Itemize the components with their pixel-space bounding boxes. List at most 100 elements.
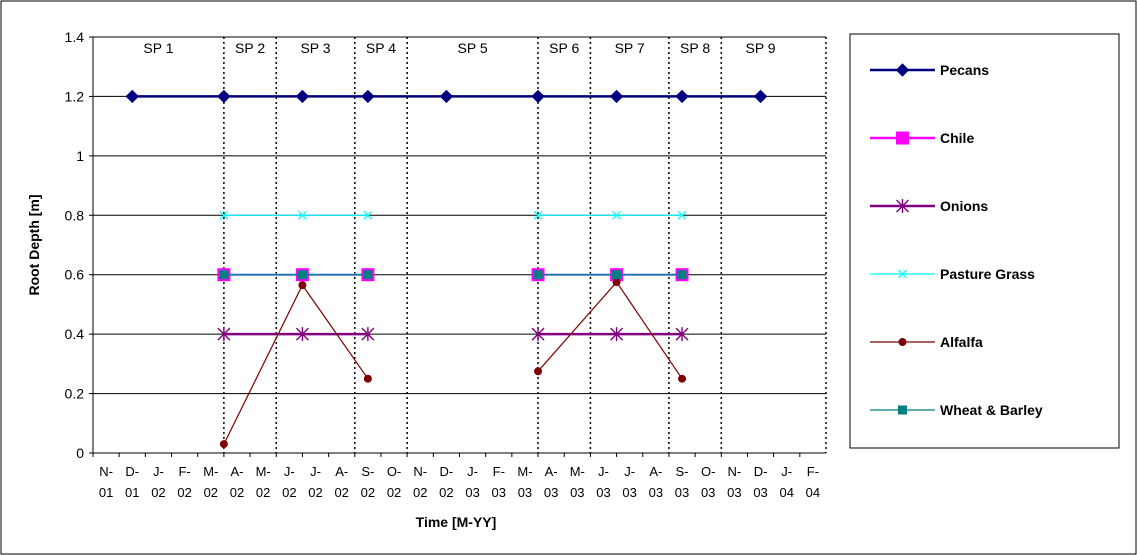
- series-alfalfa-point: [219, 440, 228, 449]
- x-tick-label: 03: [492, 485, 506, 500]
- x-tick-label: A-: [545, 464, 558, 479]
- x-tick-label: 03: [753, 485, 767, 500]
- x-tick-label: J-: [598, 464, 609, 479]
- x-tick-label: J-: [467, 464, 478, 479]
- series-alfalfa-point: [363, 374, 372, 383]
- x-tick-label: 02: [204, 485, 218, 500]
- x-tick-label: J-: [310, 464, 321, 479]
- series-pasture-grass-point-shape: [297, 210, 307, 220]
- y-tick-label: 0.8: [65, 207, 85, 223]
- x-tick-label: 03: [675, 485, 689, 500]
- series-alfalfa-point: [612, 278, 621, 287]
- x-tick-label: M-: [256, 464, 271, 479]
- stress-period-label: SP 5: [458, 40, 488, 56]
- series-pasture-grass-point: [219, 210, 229, 220]
- stress-period-label: SP 8: [680, 40, 710, 56]
- legend-item-onions-label: Onions: [940, 198, 988, 214]
- x-tick-label: 03: [596, 485, 610, 500]
- x-tick-label: 03: [622, 485, 636, 500]
- legend-item-pecans-marker: [895, 63, 910, 77]
- series-pecans-point-shape: [753, 89, 768, 104]
- series-wheat-barley-point-shape: [533, 270, 543, 280]
- x-tick-label: F-: [807, 464, 819, 479]
- x-tick-label: N-: [413, 464, 427, 479]
- x-tick-label: J-: [624, 464, 635, 479]
- legend-item-chile-label: Chile: [940, 130, 974, 146]
- plot-area: 0 0.2 0.4 0.6 0.8 1 1.2 1.4 N- 01 D- 01 J- 02 F- 02 M- 02…: [65, 29, 827, 500]
- series-wheat-barley-point: [219, 270, 229, 280]
- x-tick-label: J-: [781, 464, 792, 479]
- stress-period-label: SP 7: [615, 40, 645, 56]
- stress-period-label: SP 3: [300, 40, 330, 56]
- x-tick-label: O-: [387, 464, 401, 479]
- series-pecans-point-shape: [609, 89, 624, 104]
- y-tick-label: 1: [76, 148, 84, 164]
- x-tick-label: A-: [649, 464, 662, 479]
- stress-period-label: SP 6: [549, 40, 579, 56]
- x-tick-label: F-: [493, 464, 505, 479]
- series-pecans-point-shape: [531, 89, 545, 104]
- x-tick-label: 02: [230, 485, 244, 500]
- series-onions-point: [295, 327, 309, 342]
- series-wheat-barley-point-shape: [297, 270, 307, 280]
- legend-item-pecans-label: Pecans: [940, 62, 989, 78]
- legend-item-pasture-grass-label: Pasture Grass: [940, 266, 1035, 282]
- legend-item-pasture-grass-marker-shape: [898, 269, 907, 279]
- x-tick-label: 01: [99, 485, 113, 500]
- series-pecans-point-shape: [217, 89, 231, 104]
- x-tick-label: N-: [728, 464, 742, 479]
- series-pecans: [125, 89, 768, 104]
- series-pasture-grass-point: [533, 210, 543, 220]
- series-alfalfa-point-shape: [298, 281, 307, 290]
- x-tick-label: M-: [203, 464, 218, 479]
- series-pecans-point: [361, 89, 375, 104]
- x-tick-label: A-: [335, 464, 348, 479]
- y-tick-label: 1.4: [65, 29, 85, 45]
- series-pasture-grass-point-shape: [363, 210, 373, 220]
- legend-item-chile: Chile: [870, 130, 974, 146]
- series-onions-point: [675, 327, 689, 342]
- series-alfalfa-point: [298, 281, 307, 290]
- series-onions-point-shape: [217, 327, 231, 342]
- legend-item-pecans-marker-shape: [895, 63, 910, 77]
- x-tick-label: 02: [308, 485, 322, 500]
- series-wheat-barley-point: [363, 270, 373, 280]
- x-tick-label: 03: [570, 485, 584, 500]
- series-pasture-grass-point: [612, 210, 622, 220]
- series-onions-point: [610, 327, 624, 342]
- series-onions-point: [217, 327, 231, 342]
- x-tick-label: J-: [153, 464, 164, 479]
- series-wheat-barley-point: [297, 270, 307, 280]
- series-pecans-point: [609, 89, 624, 104]
- x-tick-label: 03: [701, 485, 715, 500]
- legend-item-pasture-grass: Pasture Grass: [870, 266, 1035, 282]
- x-tick-label: 02: [282, 485, 296, 500]
- legend-item-onions-marker-shape: [896, 199, 909, 213]
- series-pecans-point-shape: [295, 89, 310, 104]
- series-wheat-barley-point: [533, 270, 543, 280]
- x-tick-label: D-: [125, 464, 139, 479]
- stress-period-label: SP 4: [366, 40, 396, 56]
- series-pecans-point: [125, 89, 139, 104]
- legend-item-wheat-barley: Wheat & Barley: [870, 402, 1043, 418]
- series-wheat-barley-point: [612, 270, 622, 280]
- x-tick-label: 03: [544, 485, 558, 500]
- x-tick-label: 04: [806, 485, 820, 500]
- stress-period-label: SP 9: [745, 40, 775, 56]
- series-onions-point-shape: [675, 327, 689, 342]
- x-axis-label: Time [M-YY]: [416, 514, 497, 530]
- series-pasture-grass-point: [297, 210, 307, 220]
- x-tick-label: S-: [361, 464, 374, 479]
- series-wheat-barley-point-shape: [677, 270, 687, 280]
- legend-item-chile-marker-shape: [896, 131, 909, 145]
- series-onions-point: [531, 327, 545, 342]
- y-tick-label: 0.2: [65, 386, 85, 402]
- x-tick-label: 03: [518, 485, 532, 500]
- legend-item-alfalfa-marker-shape: [898, 338, 907, 346]
- series-pasture-grass-point-shape: [219, 210, 229, 220]
- series-alfalfa-point-shape: [534, 367, 543, 376]
- series-wheat-barley-point: [677, 270, 687, 280]
- series-pecans-point-shape: [361, 89, 375, 104]
- legend-item-wheat-barley-marker-shape: [898, 405, 907, 415]
